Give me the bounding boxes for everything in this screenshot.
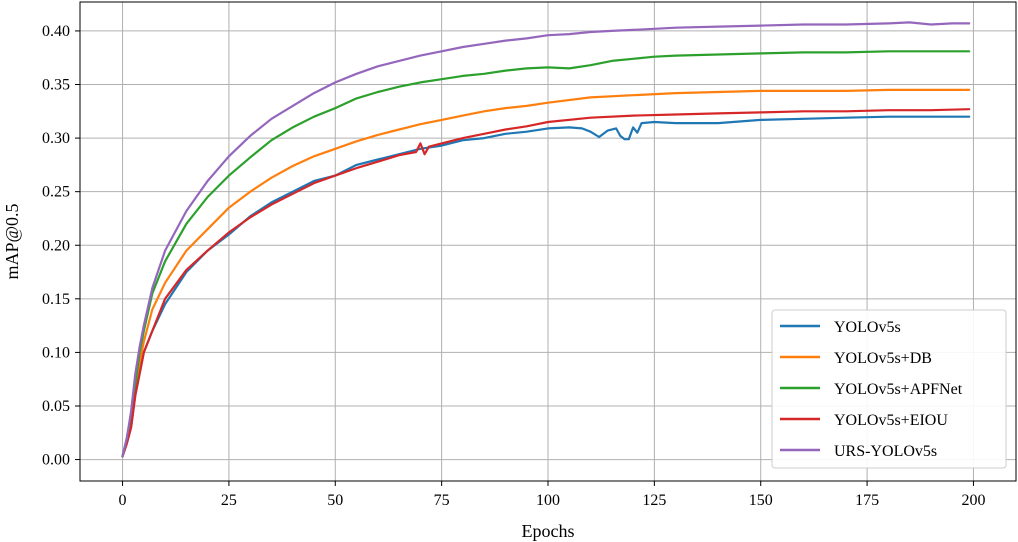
x-tick-label: 50 — [327, 492, 343, 509]
legend-label: YOLOv5s+EIOU — [834, 412, 948, 429]
y-tick-label: 0.15 — [42, 291, 70, 308]
legend-box — [771, 309, 1007, 469]
x-tick-label: 125 — [642, 492, 666, 509]
x-axis-ticks: 0 25 50 75 100 125 150 175 200 — [119, 481, 985, 509]
legend-label: YOLOv5s+APFNet — [834, 381, 963, 398]
x-axis-label: Epochs — [522, 521, 575, 541]
x-tick-label: 0 — [119, 492, 127, 509]
series-line-1 — [121, 88, 971, 458]
x-tick-label: 150 — [749, 492, 773, 509]
y-axis-label: mAP@0.5 — [2, 203, 22, 279]
legend-label: YOLOv5s — [834, 319, 901, 336]
y-tick-label: 0.25 — [42, 184, 70, 201]
y-tick-label: 0.40 — [42, 23, 70, 40]
x-tick-label: 200 — [961, 492, 985, 509]
series-line-3 — [121, 108, 971, 458]
y-axis-ticks: 0.00 0.05 0.10 0.15 0.20 0.25 0.30 0.35 0.40 — [42, 23, 80, 469]
x-tick-label: 100 — [536, 492, 560, 509]
legend: YOLOv5s YOLOv5s+DB YOLOv5s+APFNet YOLOv5s+E… — [771, 309, 1007, 469]
y-tick-label: 0.35 — [42, 77, 70, 94]
y-tick-label: 0.05 — [42, 398, 70, 415]
legend-label: URS-YOLOv5s — [834, 443, 937, 460]
y-tick-label: 0.10 — [42, 344, 70, 361]
y-tick-label: 0.30 — [42, 130, 70, 147]
x-tick-label: 25 — [221, 492, 237, 509]
y-tick-label: 0.20 — [42, 237, 70, 254]
series-line-2 — [121, 50, 971, 458]
series-line-4 — [121, 21, 971, 458]
series-layer — [121, 21, 971, 458]
x-tick-label: 175 — [855, 492, 879, 509]
legend-label: YOLOv5s+DB — [834, 350, 932, 367]
x-tick-label: 75 — [434, 492, 450, 509]
y-tick-label: 0.00 — [42, 452, 70, 469]
series-line-0 — [121, 115, 971, 458]
